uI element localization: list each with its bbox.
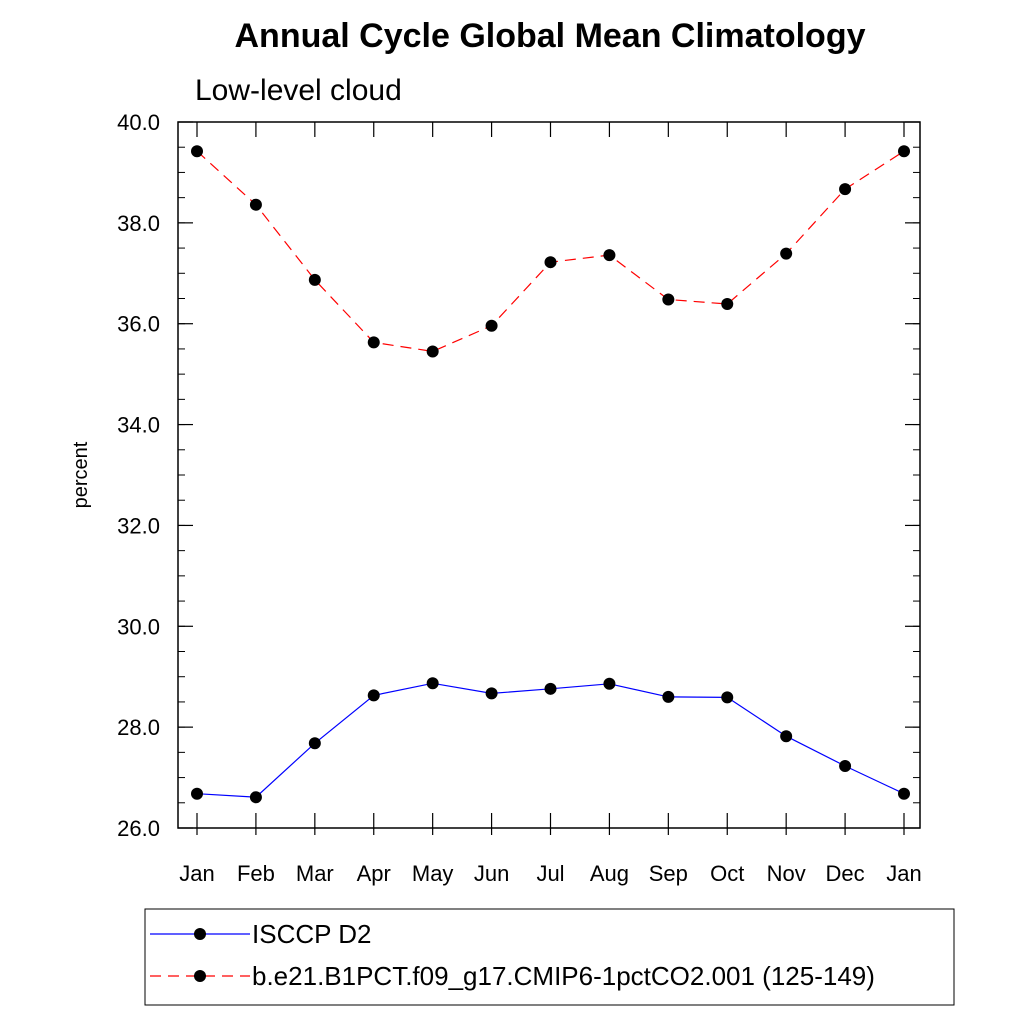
data-point-1 <box>249 198 262 211</box>
x-tick-label: Sep <box>649 861 688 886</box>
data-point-1 <box>367 336 380 349</box>
y-tick-labels: 26.0 28.0 30.0 32.0 34.0 36.0 38.0 40.0 <box>117 110 160 841</box>
x-tick-label: Apr <box>357 861 391 886</box>
legend-marker-model <box>194 970 206 982</box>
chart-title: Annual Cycle Global Mean Climatology <box>235 17 866 55</box>
y-tick-label: 28.0 <box>117 715 160 740</box>
x-tick-label: Jul <box>536 861 564 886</box>
major-ticks <box>178 121 920 835</box>
x-tick-label: Jun <box>474 861 509 886</box>
data-point-0 <box>898 787 910 800</box>
x-tick-label: Oct <box>710 861 744 886</box>
y-tick-label: 32.0 <box>117 513 160 538</box>
data-point-0 <box>780 730 793 743</box>
data-point-0 <box>249 791 262 804</box>
series-layer <box>191 145 910 804</box>
legend-marker-isccp <box>194 928 206 940</box>
x-tick-label: Jan <box>886 861 921 886</box>
x-tick-label: Jan <box>179 861 214 886</box>
data-point-0 <box>191 787 203 800</box>
x-tick-label: May <box>412 861 454 886</box>
x-tick-label: Dec <box>826 861 865 886</box>
x-tick-labels: Jan Feb Mar Apr May Jun Jul Aug Sep Oct Nov Dec Jan <box>179 861 921 886</box>
data-point-1 <box>780 247 793 260</box>
legend: ISCCP D2 b.e21.B1PCT.f09_g17.CMIP6-1pctC… <box>144 908 955 1006</box>
data-point-1 <box>603 249 616 262</box>
x-tick-label: Feb <box>237 861 275 886</box>
data-point-1 <box>191 145 203 158</box>
data-point-1 <box>426 345 439 358</box>
y-tick-label: 34.0 <box>117 413 160 438</box>
legend-label-isccp: ISCCP D2 <box>252 919 371 949</box>
data-point-0 <box>485 687 498 700</box>
data-point-1 <box>308 273 321 286</box>
data-point-0 <box>662 690 675 703</box>
y-tick-label: 38.0 <box>117 211 160 236</box>
minor-ticks <box>178 121 920 829</box>
data-point-1 <box>898 145 910 158</box>
y-tick-label: 40.0 <box>117 110 160 135</box>
data-point-0 <box>367 689 380 702</box>
y-tick-label: 30.0 <box>117 614 160 639</box>
series-line-0 <box>196 682 905 798</box>
y-tick-label: 36.0 <box>117 312 160 337</box>
y-tick-label: 26.0 <box>117 816 160 841</box>
x-tick-label: Aug <box>590 861 629 886</box>
data-point-1 <box>544 256 557 269</box>
y-axis-label: percent <box>70 441 92 508</box>
plot-frame <box>177 121 921 829</box>
chart-subtitle: Low-level cloud <box>195 74 402 107</box>
data-point-0 <box>426 677 439 690</box>
data-point-0 <box>603 677 616 690</box>
data-point-0 <box>308 737 321 750</box>
series-line-1 <box>196 150 905 353</box>
data-point-0 <box>721 691 734 704</box>
x-tick-label: Nov <box>767 861 806 886</box>
data-point-1 <box>485 319 498 332</box>
legend-label-model: b.e21.B1PCT.f09_g17.CMIP6-1pctCO2.001 (1… <box>252 961 875 991</box>
data-point-0 <box>839 759 852 772</box>
data-point-1 <box>662 293 675 306</box>
legend-box <box>144 908 955 1006</box>
data-point-1 <box>721 298 734 311</box>
data-point-1 <box>839 183 852 196</box>
x-tick-label: Mar <box>296 861 334 886</box>
data-point-0 <box>544 682 557 695</box>
